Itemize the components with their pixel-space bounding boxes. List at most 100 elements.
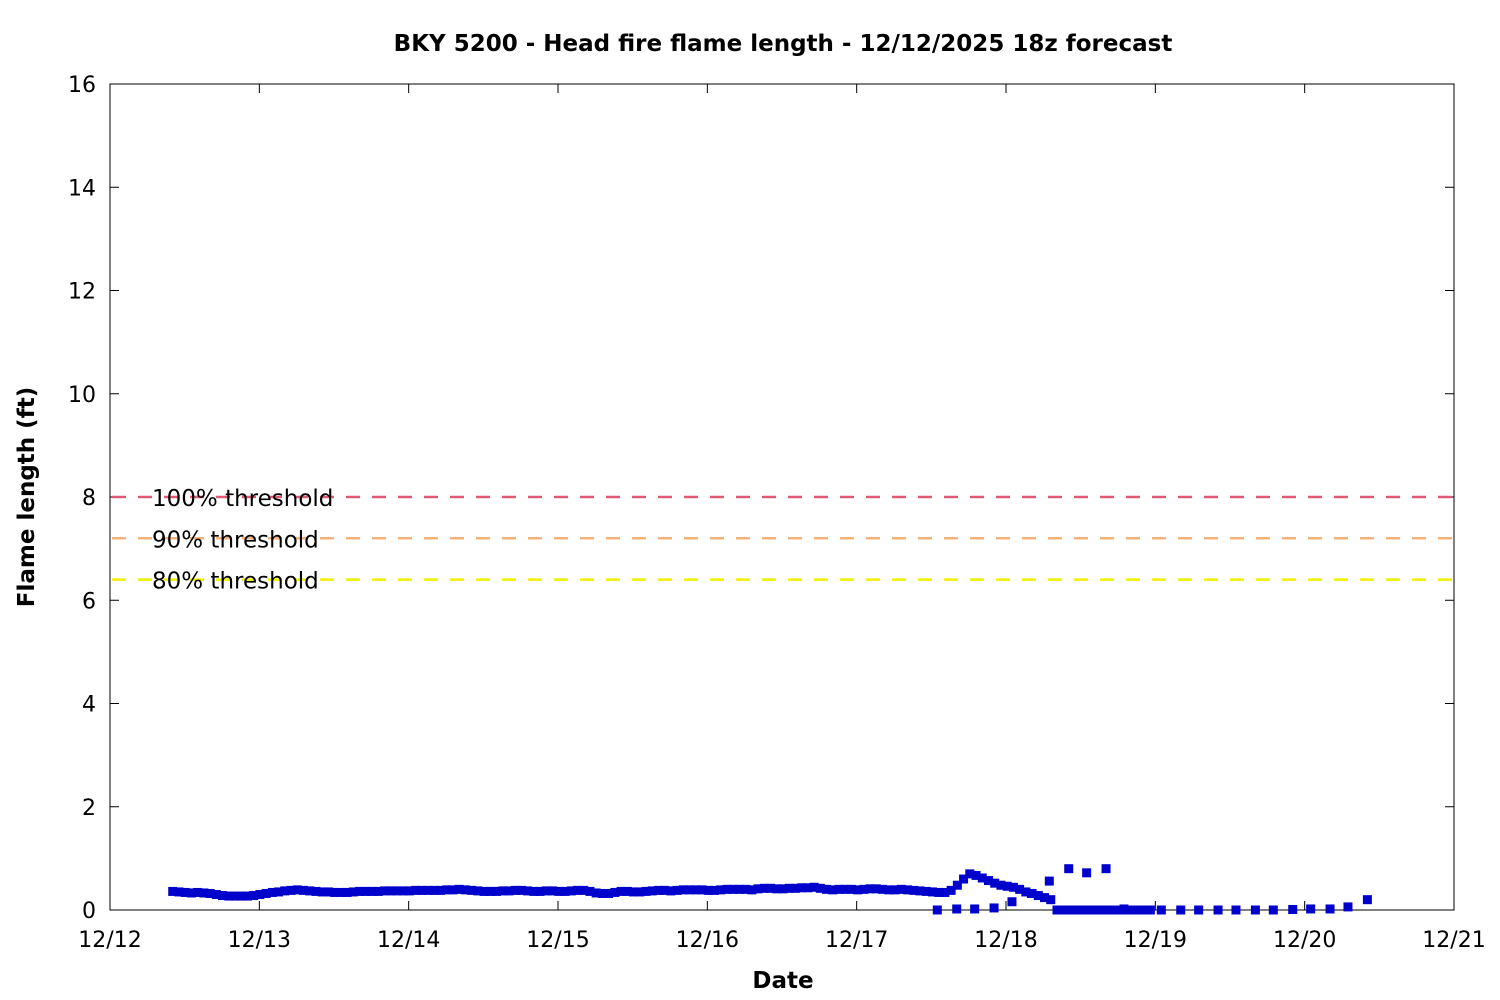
chart-title: BKY 5200 - Head fire flame length - 12/1…: [394, 31, 1173, 57]
y-tick-label: 6: [82, 589, 96, 614]
data-point: [1306, 904, 1316, 914]
data-point: [373, 886, 383, 896]
data-point: [236, 891, 246, 901]
data-point: [846, 884, 856, 894]
data-point: [554, 886, 564, 896]
data-point: [205, 888, 215, 898]
threshold-label: 80% threshold: [152, 569, 319, 595]
data-point: [379, 886, 389, 896]
x-tick-label: 12/18: [974, 928, 1037, 953]
threshold-label: 100% threshold: [152, 486, 333, 512]
data-point: [211, 890, 221, 900]
data-point: [585, 886, 595, 896]
data-point: [323, 887, 333, 897]
data-point: [473, 886, 483, 896]
data-point: [853, 885, 863, 895]
data-point: [959, 874, 969, 884]
data-point: [653, 885, 663, 895]
data-point: [753, 884, 763, 894]
data-point: [1268, 905, 1278, 915]
data-point: [1040, 893, 1050, 903]
data-point: [716, 885, 726, 895]
data-point: [971, 870, 981, 880]
data-point: [697, 885, 707, 895]
data-point: [741, 884, 751, 894]
data-point: [1138, 905, 1148, 915]
data-point: [168, 886, 178, 896]
data-point: [610, 887, 620, 897]
data-point: [996, 880, 1006, 890]
data-point: [660, 885, 670, 895]
data-point: [298, 885, 308, 895]
data-point: [1108, 905, 1118, 915]
data-point: [703, 885, 713, 895]
x-tick-label: 12/16: [676, 928, 739, 953]
data-point: [766, 883, 776, 893]
data-point: [1052, 905, 1062, 915]
data-point: [467, 885, 477, 895]
data-point: [772, 884, 782, 894]
data-point: [367, 886, 377, 896]
data-point: [927, 887, 937, 897]
data-point: [1026, 888, 1036, 898]
flame-length-series: [168, 864, 1372, 915]
data-point: [822, 884, 832, 894]
data-point: [516, 885, 526, 895]
data-point: [1064, 905, 1074, 915]
data-point: [722, 884, 732, 894]
data-point: [1064, 864, 1074, 874]
data-point: [392, 886, 402, 896]
data-point: [952, 904, 962, 914]
data-point: [1083, 905, 1093, 915]
x-tick-label: 12/13: [228, 928, 291, 953]
data-point: [411, 885, 421, 895]
data-point: [174, 887, 184, 897]
data-point: [932, 905, 942, 915]
data-point: [429, 885, 439, 895]
data-point: [492, 886, 502, 896]
data-point: [1362, 895, 1372, 905]
y-tick-label: 0: [82, 899, 96, 924]
y-axis-label: Flame length (ft): [14, 387, 40, 607]
data-point: [504, 886, 514, 896]
y-tick-label: 2: [82, 796, 96, 821]
data-point: [1033, 891, 1043, 901]
data-point: [267, 887, 277, 897]
data-point: [448, 885, 458, 895]
x-tick-label: 12/21: [1422, 928, 1485, 953]
data-point: [479, 886, 489, 896]
data-point: [423, 885, 433, 895]
data-point: [1288, 904, 1298, 914]
data-point: [548, 886, 558, 896]
data-point: [921, 886, 931, 896]
data-point: [604, 888, 614, 898]
data-point: [417, 885, 427, 895]
data-point: [672, 885, 682, 895]
data-point: [890, 885, 900, 895]
x-tick-label: 12/14: [377, 928, 440, 953]
data-point: [435, 885, 445, 895]
data-point: [591, 888, 601, 898]
data-point: [1343, 902, 1353, 912]
data-point: [1114, 905, 1124, 915]
data-point: [579, 885, 589, 895]
data-point: [784, 883, 794, 893]
data-point: [983, 876, 993, 886]
data-point: [691, 885, 701, 895]
data-point: [460, 885, 470, 895]
data-point: [989, 903, 999, 913]
data-point: [952, 880, 962, 890]
data-point: [934, 887, 944, 897]
data-point: [834, 884, 844, 894]
x-tick-label: 12/19: [1124, 928, 1187, 953]
data-point: [1089, 905, 1099, 915]
data-point: [896, 884, 906, 894]
data-point: [255, 890, 265, 900]
data-point: [510, 885, 520, 895]
data-point: [566, 886, 576, 896]
data-point: [1096, 905, 1106, 915]
data-point: [529, 886, 539, 896]
data-point: [1119, 904, 1129, 914]
data-point: [311, 886, 321, 896]
threshold-label: 90% threshold: [152, 527, 319, 553]
